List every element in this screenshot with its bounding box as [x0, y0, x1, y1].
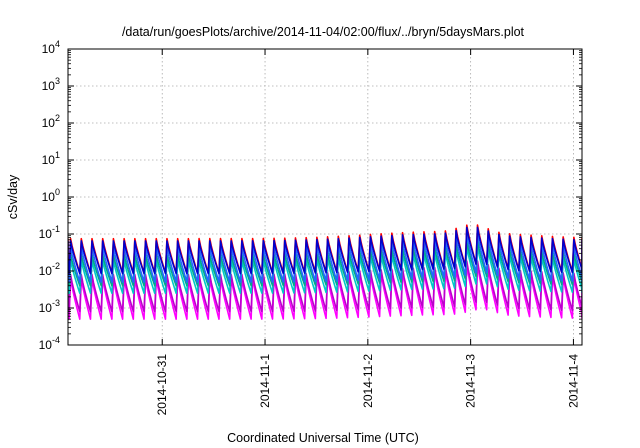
chart-title: /data/run/goesPlots/archive/2014-11-04/0… [122, 25, 525, 39]
y-tick-label: 10-4 [39, 335, 60, 352]
y-tick-label: 10-1 [39, 224, 60, 241]
y-tick-label: 10-2 [39, 261, 60, 278]
series-group [68, 224, 582, 320]
y-tick-label: 102 [42, 113, 60, 130]
y-tick-label: 100 [42, 187, 60, 204]
x-tick-label: 2014-11-1 [258, 354, 272, 408]
y-tick-label: 10-3 [39, 298, 60, 315]
x-tick-labels: 2014-10-31 2014-11-1 2014-11-2 2014-11-3 201… [155, 354, 580, 416]
x-tick-label: 2014-11-4 [566, 354, 580, 408]
y-tick-label: 104 [42, 39, 60, 56]
y-axis-label: cSv/day [6, 174, 20, 219]
series-line [68, 226, 582, 275]
y-tick-label: 103 [42, 76, 60, 93]
y-tick-label: 101 [42, 150, 60, 167]
x-tick-label: 2014-11-2 [361, 354, 375, 408]
y-tick-labels: 10-4 10-3 10-2 10-1 100 101 102 103 104 [39, 39, 60, 352]
x-tick-label: 2014-10-31 [155, 354, 169, 416]
ticks [68, 48, 582, 346]
x-axis-label: Coordinated Universal Time (UTC) [227, 431, 419, 445]
x-tick-label: 2014-11-3 [464, 354, 478, 408]
